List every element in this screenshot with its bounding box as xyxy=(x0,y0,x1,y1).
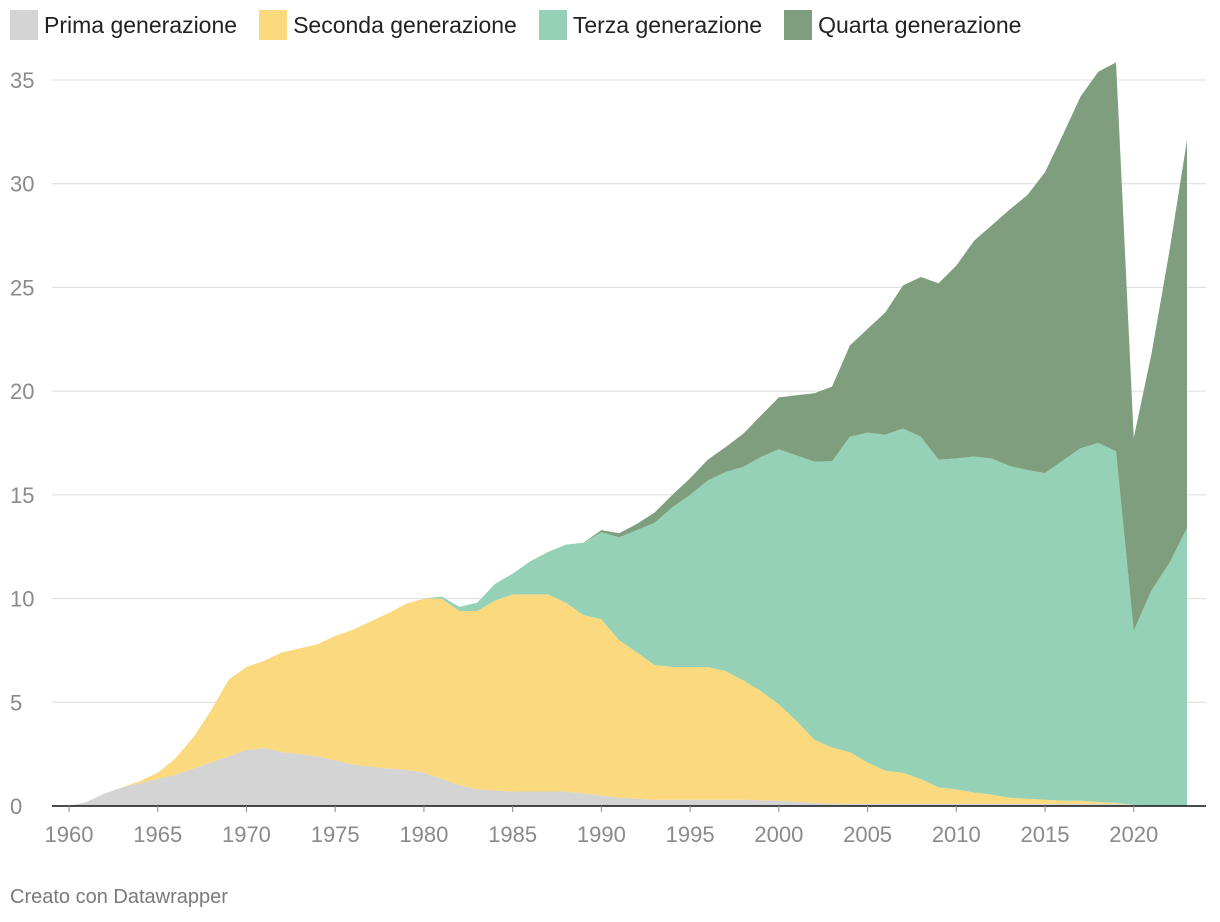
axes: 0 5 10 15 20 25 30 35 1960 1965 1970 1975 1980 1985 19… xyxy=(10,68,1206,847)
x-tick-label: 1975 xyxy=(311,822,360,847)
legend-label-seconda: Seconda generazione xyxy=(293,11,517,38)
y-tick-label: 15 xyxy=(10,483,34,508)
area-series xyxy=(69,62,1187,807)
legend-item-seconda[interactable]: Seconda generazione xyxy=(259,10,517,40)
legend-label-terza: Terza generazione xyxy=(572,11,763,38)
credit-text: Creato con Datawrapper xyxy=(10,886,228,908)
area-series-1[interactable] xyxy=(69,747,1187,806)
x-tick-label: 1965 xyxy=(133,822,182,847)
x-tick-label: 2015 xyxy=(1021,822,1070,847)
legend-swatch-quarta xyxy=(784,10,813,40)
area-series-3[interactable] xyxy=(69,428,1187,806)
x-tick-label: 2020 xyxy=(1109,822,1158,847)
x-tick-label: 1960 xyxy=(45,822,94,847)
y-tick-label: 5 xyxy=(10,690,22,715)
legend-swatch-terza xyxy=(538,10,567,40)
y-tick-label: 35 xyxy=(10,68,34,93)
legend-swatch-prima xyxy=(10,10,38,40)
area-series-2[interactable] xyxy=(69,594,1187,806)
legend-item-prima[interactable]: Prima generazione xyxy=(10,10,237,40)
x-tick-label: 1985 xyxy=(488,822,537,847)
x-tick-label: 1970 xyxy=(222,822,271,847)
y-tick-label: 0 xyxy=(10,794,22,819)
stacked-area-chart: 0 5 10 15 20 25 30 35 1960 1965 1970 1975 1980 1985 19… xyxy=(10,62,1206,847)
x-tick-label: 2005 xyxy=(843,822,892,847)
x-tick-label: 1990 xyxy=(577,822,626,847)
y-tick-label: 10 xyxy=(10,587,34,612)
legend-label-quarta: Quarta generazione xyxy=(818,11,1022,38)
x-tick-label: 1980 xyxy=(399,822,448,847)
x-tick-label: 1995 xyxy=(666,822,715,847)
area-series-4[interactable] xyxy=(69,62,1187,807)
legend-item-quarta[interactable]: Quarta generazione xyxy=(784,10,1021,40)
x-tick-label: 2010 xyxy=(932,822,981,847)
legend-swatch-seconda xyxy=(259,10,288,40)
legend-label-prima: Prima generazione xyxy=(44,11,238,38)
y-tick-label: 25 xyxy=(10,275,34,300)
legend-item-terza[interactable]: Terza generazione xyxy=(538,10,763,40)
legend: Prima generazione Seconda generazione Te… xyxy=(10,10,1043,40)
y-tick-label: 30 xyxy=(10,172,34,197)
y-tick-label: 20 xyxy=(10,379,34,404)
x-tick-label: 2000 xyxy=(754,822,803,847)
